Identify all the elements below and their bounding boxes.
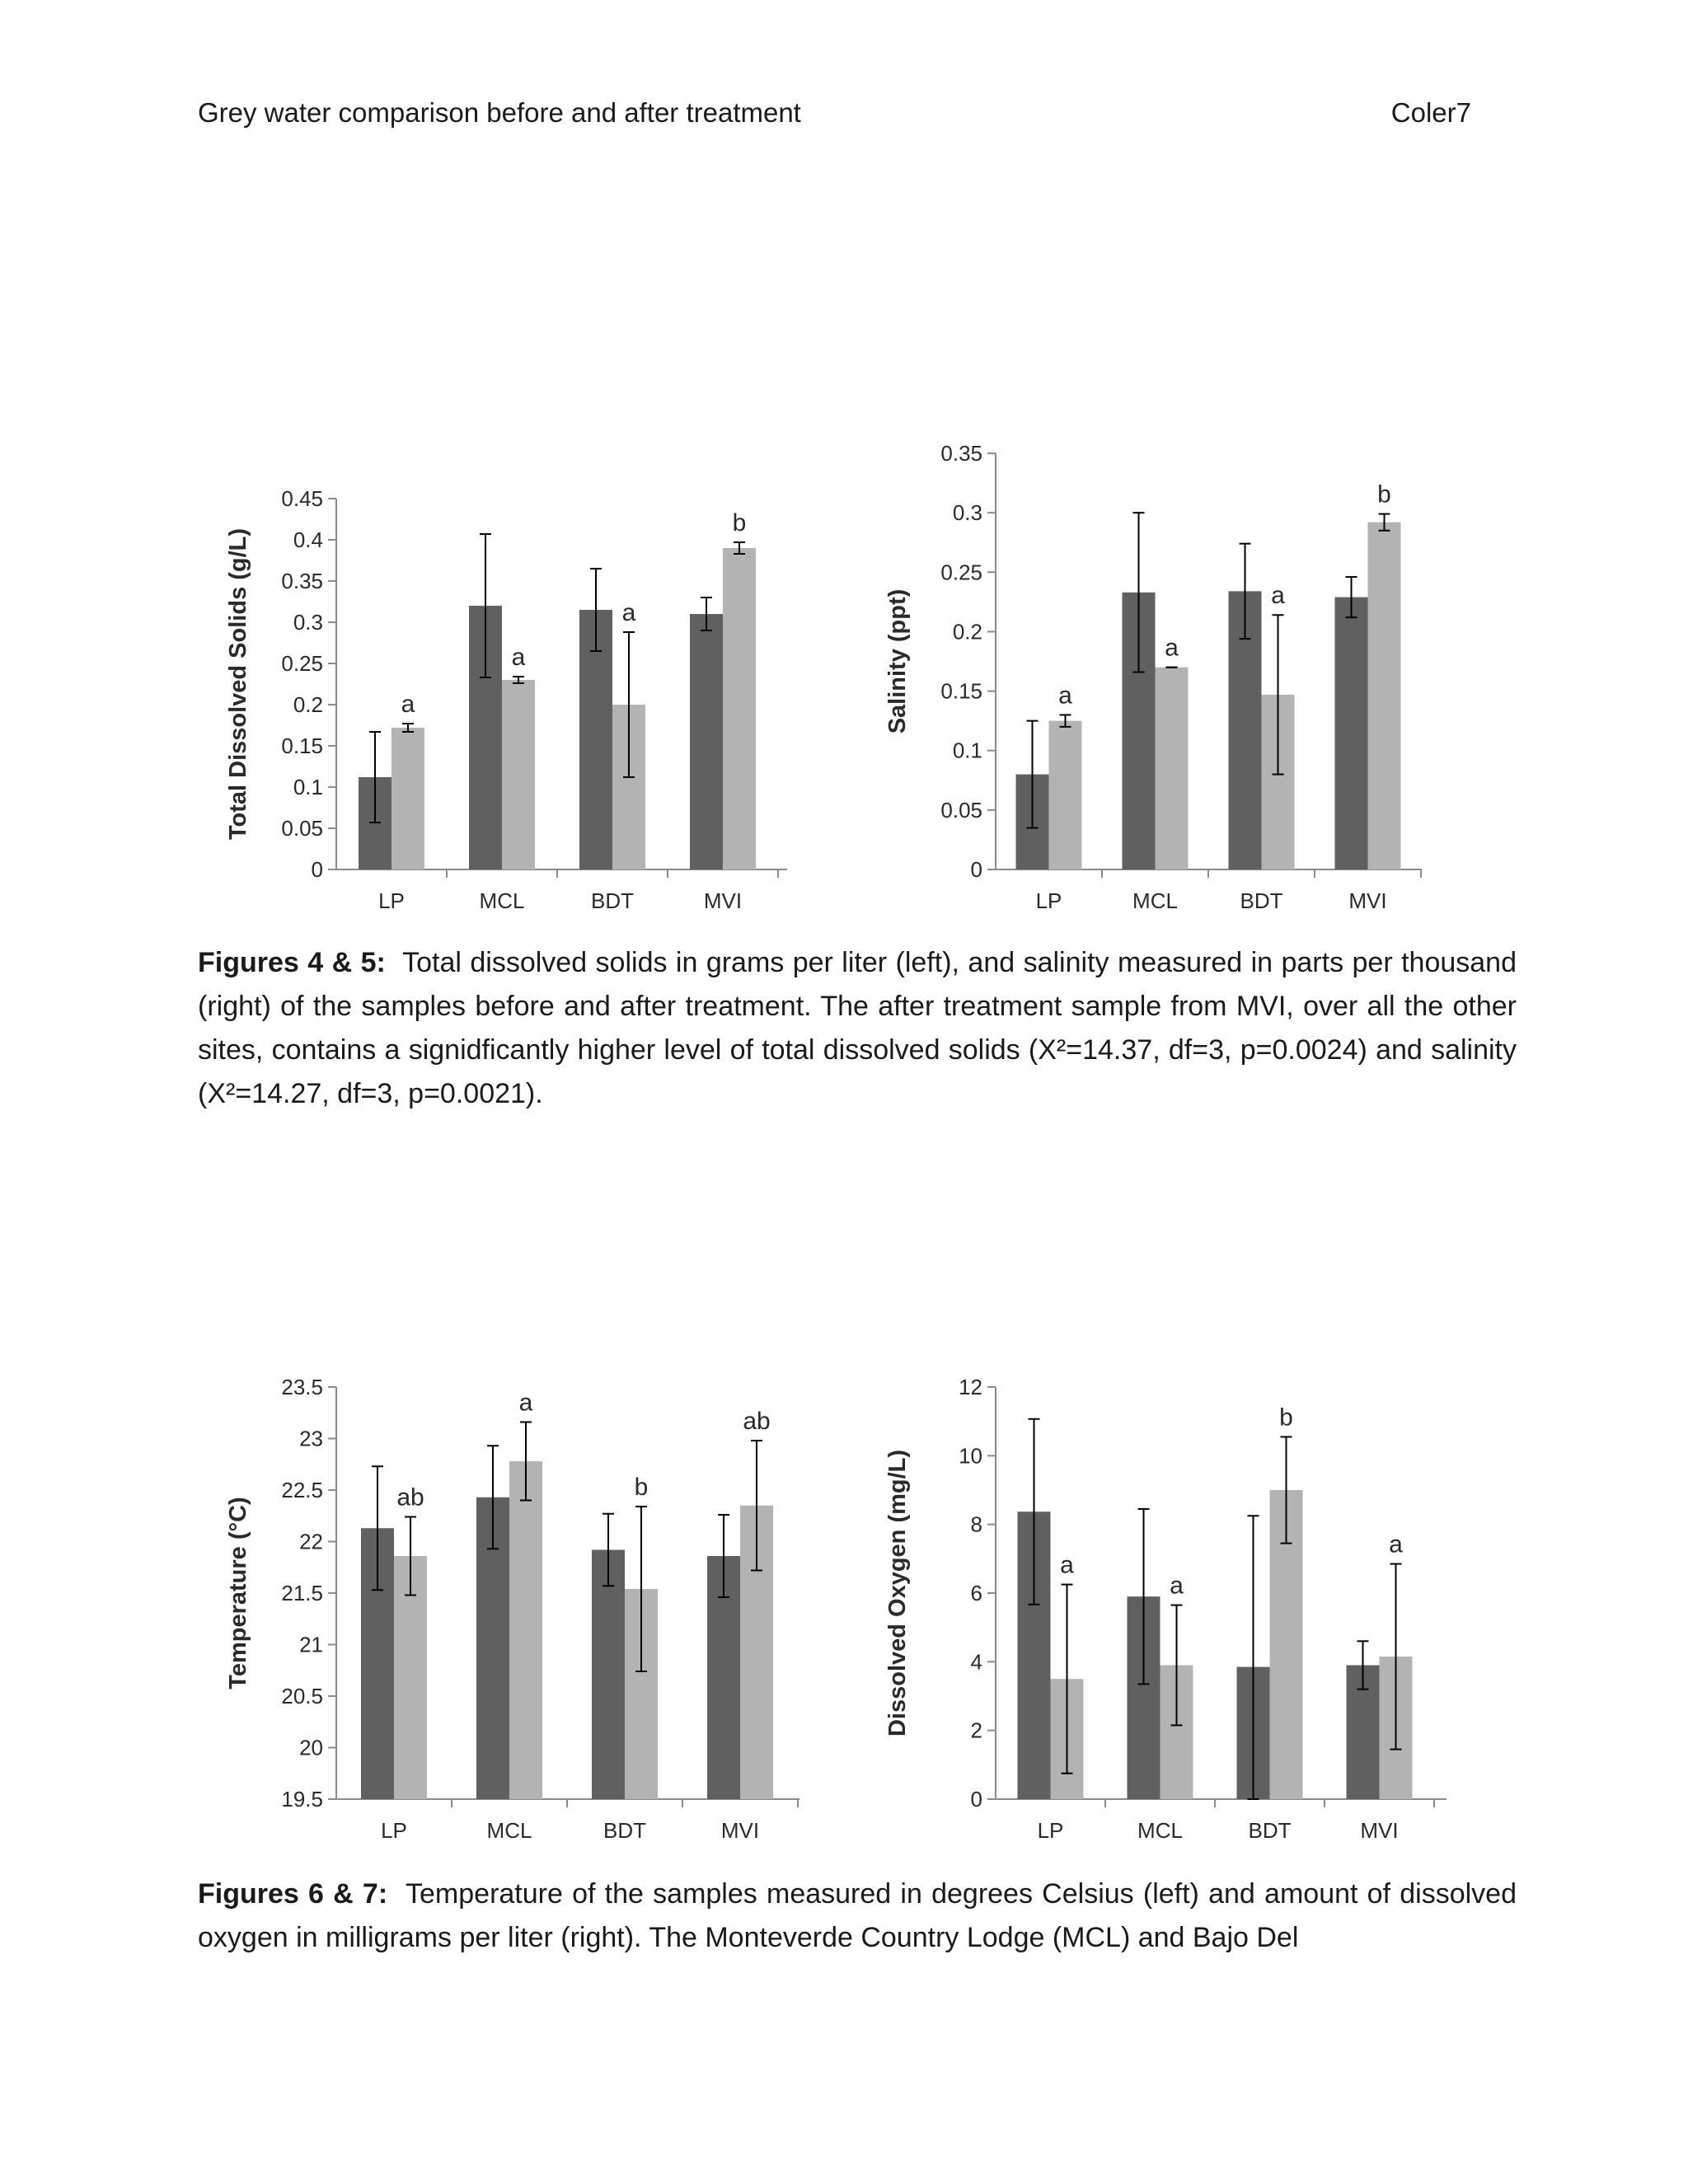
significance-letter: a (512, 644, 526, 671)
significance-letter: ab (396, 1484, 424, 1511)
y-tick-label: 0.15 (940, 679, 982, 704)
caption-figures-6-7: Figures 6 & 7: Temperature of the sample… (198, 1872, 1517, 1960)
y-tick-label: 0.35 (940, 441, 982, 466)
y-tick-label: 0 (971, 857, 982, 882)
y-tick-label: 0.25 (940, 560, 982, 584)
significance-letter: a (1389, 1531, 1403, 1558)
y-axis-title: Total Dissolved Solids (g/L) (225, 528, 251, 840)
y-tick-label: 4 (971, 1649, 982, 1674)
significance-letter: a (1165, 635, 1179, 662)
bar-after (1048, 720, 1082, 869)
x-category-label: MCL (1132, 888, 1178, 913)
x-category-label: BDT (1240, 888, 1283, 913)
bar-after (509, 1461, 542, 1799)
page-number-label: Coler7 (1390, 97, 1471, 128)
x-category-label: LP (1038, 1818, 1064, 1843)
temperature-chart-svg: 19.5 20 20.5 21 21.5 22 22.5 23 23.5 ab LP a MCL b BDT… (225, 1375, 799, 1843)
x-category-label: MCL (1137, 1818, 1183, 1843)
y-tick-label: 0.45 (281, 486, 323, 511)
tds-chart-svg: 0 0.05 0.1 0.15 0.2 0.25 0.3 0.35 0.4 0.45 a LP a MCL… (225, 486, 787, 913)
running-head: Grey water comparison before and after t… (198, 97, 1471, 130)
significance-letter: a (622, 599, 636, 626)
significance-letter: b (1279, 1404, 1293, 1431)
caption-figures-4-5: Figures 4 & 5: Total dissolved solids in… (198, 941, 1517, 1116)
x-category-label: MVI (704, 888, 742, 913)
running-head-title: Grey water comparison before and after t… (198, 97, 801, 128)
significance-letter: a (1170, 1572, 1184, 1600)
tds-chart: 0 0.05 0.1 0.15 0.2 0.25 0.3 0.35 0.4 0.45 a LP a MCL… (198, 486, 824, 931)
bar-before (690, 614, 723, 869)
y-tick-label: 22 (299, 1530, 323, 1554)
y-tick-label: 0.1 (953, 738, 982, 763)
y-tick-label: 0.15 (281, 733, 323, 758)
x-category-label: BDT (1249, 1818, 1292, 1843)
significance-letter: ab (743, 1408, 770, 1435)
y-tick-label: 0 (971, 1787, 982, 1811)
x-category-label: LP (1036, 888, 1062, 913)
significance-letter: b (1377, 481, 1391, 509)
x-category-label: BDT (603, 1818, 646, 1843)
bar-after (502, 680, 535, 869)
caption-text: Temperature of the samples measured in d… (198, 1878, 1517, 1953)
y-tick-label: 19.5 (281, 1787, 323, 1811)
y-tick-label: 0.25 (281, 651, 323, 676)
y-tick-label: 0.2 (953, 619, 982, 644)
y-tick-label: 12 (959, 1375, 982, 1399)
y-tick-label: 23 (299, 1427, 323, 1451)
dissolved-oxygen-chart: 0 2 4 6 8 10 12 a LP a MCL b BDT a MVI Dissolved Oxygen… (884, 1364, 1525, 1858)
bar-after (394, 1556, 427, 1799)
y-tick-label: 10 (959, 1443, 982, 1468)
y-tick-label: 0.35 (281, 569, 323, 593)
significance-letter: b (733, 509, 747, 537)
significance-letter: b (635, 1474, 649, 1501)
y-tick-label: 21 (299, 1633, 323, 1657)
x-category-label: BDT (591, 888, 634, 913)
x-category-label: LP (381, 1818, 407, 1843)
y-tick-label: 8 (971, 1512, 982, 1537)
y-tick-label: 0.3 (293, 610, 323, 635)
bar-before (592, 1549, 625, 1799)
y-tick-label: 0.1 (293, 775, 323, 799)
x-category-label: MVI (1348, 888, 1386, 913)
significance-letter: a (1060, 1552, 1074, 1579)
significance-letter: a (1271, 582, 1285, 609)
y-tick-label: 20 (299, 1736, 323, 1760)
bar-after (392, 728, 424, 869)
significance-letter: a (401, 691, 415, 718)
y-tick-label: 0.05 (281, 816, 323, 841)
y-tick-label: 0.2 (293, 692, 323, 717)
x-category-label: MVI (1360, 1818, 1398, 1843)
x-category-label: MCL (487, 1818, 532, 1843)
caption-label: Figures 4 & 5: (198, 947, 386, 978)
bar-after (723, 548, 756, 869)
caption-text: Total dissolved solids in grams per lite… (198, 947, 1517, 1109)
dissolved-oxygen-chart-svg: 0 2 4 6 8 10 12 a LP a MCL b BDT a MVI Dissolved Oxygen… (884, 1375, 1447, 1843)
y-tick-label: 20.5 (281, 1684, 323, 1708)
y-tick-label: 23.5 (281, 1375, 323, 1399)
y-tick-label: 6 (971, 1581, 982, 1605)
bar-before (579, 610, 612, 869)
x-category-label: LP (378, 888, 405, 913)
y-axis-title: Salinity (ppt) (884, 589, 911, 734)
y-tick-label: 21.5 (281, 1581, 323, 1605)
y-tick-label: 2 (971, 1718, 982, 1743)
temperature-chart: 19.5 20 20.5 21 21.5 22 22.5 23 23.5 ab LP a MCL b BDT… (198, 1364, 824, 1858)
significance-letter: a (519, 1390, 533, 1417)
bar-after (1155, 667, 1189, 869)
x-category-label: MCL (480, 888, 525, 913)
y-tick-label: 0.05 (940, 798, 982, 823)
y-axis-title: Temperature (°C) (225, 1497, 251, 1689)
y-tick-label: 0 (312, 857, 323, 882)
y-axis-title: Dissolved Oxygen (mg/L) (884, 1450, 911, 1736)
x-category-label: MVI (721, 1818, 759, 1843)
bar-before (1334, 597, 1368, 869)
y-tick-label: 22.5 (281, 1478, 323, 1502)
bar-after (1367, 522, 1401, 869)
salinity-chart-svg: 0 0.05 0.1 0.15 0.2 0.25 0.3 0.35 a LP a MCL a BDT b MV… (884, 441, 1422, 913)
significance-letter: a (1058, 682, 1072, 709)
y-tick-label: 0.4 (293, 527, 323, 552)
salinity-chart: 0 0.05 0.1 0.15 0.2 0.25 0.3 0.35 a LP a MCL a BDT b MV… (857, 441, 1484, 935)
y-tick-label: 0.3 (953, 500, 982, 525)
caption-label: Figures 6 & 7: (198, 1878, 388, 1910)
